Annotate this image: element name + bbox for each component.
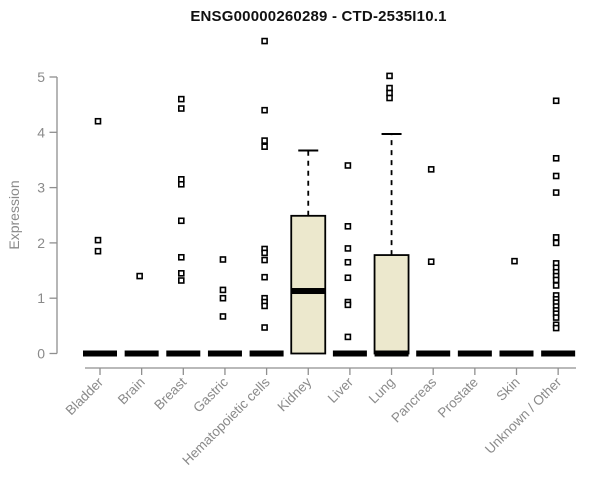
outlier-point: [386, 94, 393, 102]
outlier-point: [344, 301, 352, 309]
outlier-point: [344, 274, 352, 282]
outlier-point: [261, 106, 268, 114]
category-label: Unknown / Other: [482, 374, 565, 457]
category-label: Skin: [493, 375, 522, 404]
outlier-point: [219, 256, 227, 263]
y-tick-label: 3: [37, 180, 45, 196]
outlier-point: [344, 223, 352, 230]
outlier-point: [552, 154, 560, 162]
outlier-point: [261, 137, 268, 144]
outlier-point: [178, 180, 185, 188]
outlier-point: [178, 217, 185, 225]
zero-bar: [541, 350, 576, 357]
median-line: [291, 288, 326, 295]
zero-bar: [499, 350, 534, 357]
outlier-point: [261, 273, 268, 281]
outlier-point: [344, 245, 352, 252]
box: [290, 214, 327, 355]
outlier-point: [261, 143, 268, 150]
chart-title: ENSG00000260289 - CTD-2535I10.1: [190, 8, 447, 25]
outlier-point: [261, 256, 268, 264]
zero-bar: [457, 350, 492, 357]
outlier-point: [261, 37, 268, 45]
y-tick-label: 1: [37, 290, 45, 306]
category-label: Liver: [325, 374, 357, 406]
y-tick-label: 2: [37, 235, 45, 251]
outlier-point: [219, 294, 227, 302]
outlier-point: [178, 105, 185, 112]
outlier-point: [552, 97, 560, 105]
zero-bar: [207, 350, 242, 357]
box: [373, 254, 410, 355]
zero-bar: [166, 350, 201, 357]
outlier-point: [552, 189, 560, 196]
outlier-point: [219, 286, 227, 294]
median-line: [374, 350, 409, 357]
outlier-point: [261, 249, 268, 257]
category-label: Breast: [151, 374, 189, 412]
y-tick-label: 5: [37, 69, 45, 85]
category-label: Kidney: [275, 374, 315, 414]
outlier-point: [94, 247, 102, 255]
outlier-point: [511, 257, 518, 265]
y-tick-label: 4: [37, 124, 45, 140]
outlier-point: [261, 324, 268, 331]
category-label: Prostate: [435, 375, 481, 421]
outlier-point: [178, 95, 185, 103]
outlier-point: [427, 258, 435, 266]
outlier-point: [94, 117, 102, 125]
outlier-point: [136, 272, 143, 280]
zero-bar: [124, 350, 159, 357]
outlier-point: [552, 234, 560, 241]
outlier-point: [552, 314, 560, 321]
outlier-point: [386, 72, 393, 80]
outlier-point: [178, 253, 185, 261]
outlier-point: [178, 270, 185, 277]
category-label: Lung: [366, 375, 398, 407]
zero-bar: [83, 350, 117, 357]
category-label: Brain: [115, 375, 148, 408]
outlier-point: [552, 239, 560, 247]
outlier-point: [344, 333, 352, 341]
zero-bar: [332, 350, 367, 357]
category-label: Gastric: [190, 374, 231, 415]
outlier-point: [552, 282, 560, 289]
outlier-point: [344, 258, 352, 266]
outlier-point: [552, 324, 560, 332]
outlier-point: [219, 313, 227, 320]
y-tick-label: 0: [37, 346, 45, 362]
zero-bar: [249, 350, 284, 357]
outlier-point: [427, 166, 435, 173]
category-label: Bladder: [63, 374, 107, 418]
outlier-point: [552, 172, 560, 180]
outlier-point: [261, 302, 268, 310]
outlier-point: [94, 236, 102, 244]
outlier-point: [552, 276, 560, 284]
outlier-point: [178, 277, 185, 284]
category-label: Pancreas: [388, 374, 439, 425]
zero-bar: [416, 350, 451, 357]
outlier-point: [344, 162, 352, 169]
